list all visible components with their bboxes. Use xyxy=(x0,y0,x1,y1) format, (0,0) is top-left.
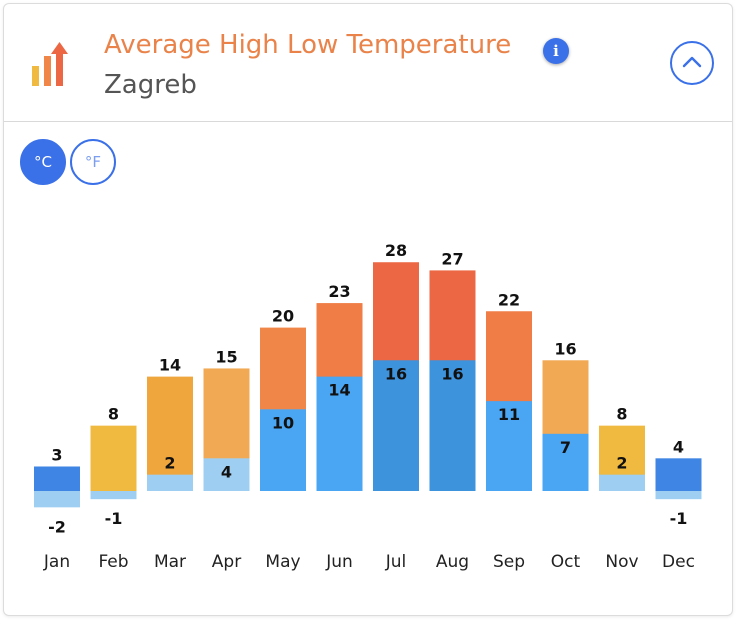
month-label: May xyxy=(265,552,300,572)
month-label: Mar xyxy=(154,552,186,572)
collapse-button[interactable] xyxy=(670,41,714,85)
month-label: Jul xyxy=(385,552,407,572)
low-bar-aug xyxy=(429,360,476,491)
city-name: Zagreb xyxy=(104,70,197,100)
fahrenheit-toggle[interactable]: °F xyxy=(70,139,116,185)
low-bar-apr xyxy=(203,458,250,491)
month-label: Jan xyxy=(43,552,70,572)
low-value-label: 2 xyxy=(616,454,627,473)
high-value-label: 27 xyxy=(441,249,463,268)
high-value-label: 3 xyxy=(51,445,62,464)
info-icon[interactable]: i xyxy=(543,38,569,64)
high-value-label: 20 xyxy=(272,307,294,326)
low-value-label: 16 xyxy=(441,364,463,383)
high-bar-mar xyxy=(147,376,193,491)
card-header: Average High Low Temperature Zagreb i xyxy=(4,4,732,122)
high-value-label: 14 xyxy=(159,356,181,375)
low-bar-jun xyxy=(316,376,363,491)
chevron-up-icon xyxy=(682,56,702,68)
low-value-label: 14 xyxy=(328,381,350,400)
high-value-label: 8 xyxy=(108,405,119,424)
high-value-label: 28 xyxy=(385,241,407,260)
low-bar-oct xyxy=(542,433,589,491)
month-label: Oct xyxy=(551,552,581,572)
low-value-label: 16 xyxy=(385,364,407,383)
low-bar-may xyxy=(260,409,306,491)
low-bar-jul xyxy=(373,360,419,491)
month-label: Dec xyxy=(662,552,695,572)
low-bar-mar xyxy=(147,474,193,491)
low-value-label: 7 xyxy=(560,438,571,457)
header-divider xyxy=(4,121,732,122)
low-value-label: 11 xyxy=(498,405,520,424)
month-label: Nov xyxy=(605,552,638,572)
low-value-label: -2 xyxy=(48,517,66,536)
low-value-label: -1 xyxy=(670,509,688,528)
low-bar-feb xyxy=(90,491,137,500)
low-value-label: 4 xyxy=(221,462,232,481)
high-value-label: 22 xyxy=(498,290,520,309)
high-value-label: 15 xyxy=(215,347,237,366)
low-bar-sep xyxy=(486,401,532,491)
high-value-label: 16 xyxy=(554,339,576,358)
high-value-label: 4 xyxy=(673,437,684,456)
high-value-label: 23 xyxy=(328,282,350,301)
celsius-toggle[interactable]: °C xyxy=(20,139,66,185)
high-bar-dec xyxy=(655,458,702,491)
temperature-chart-logo-icon xyxy=(28,40,76,88)
high-bar-feb xyxy=(90,425,137,491)
month-label: Feb xyxy=(98,552,128,572)
low-value-label: 10 xyxy=(272,413,294,432)
low-bar-nov xyxy=(599,474,645,491)
chart-title: Average High Low Temperature xyxy=(104,30,512,60)
month-label: Sep xyxy=(493,552,525,572)
high-value-label: 8 xyxy=(616,405,627,424)
low-bar-jan xyxy=(34,491,80,508)
month-label: Aug xyxy=(436,552,469,572)
month-label: Jun xyxy=(325,552,353,572)
low-bar-dec xyxy=(655,491,702,500)
low-value-label: -1 xyxy=(105,509,123,528)
month-label: Apr xyxy=(212,552,241,572)
low-value-label: 2 xyxy=(164,454,175,473)
temperature-card: Average High Low Temperature Zagreb i xyxy=(3,3,733,616)
high-bar-jan xyxy=(34,466,80,491)
